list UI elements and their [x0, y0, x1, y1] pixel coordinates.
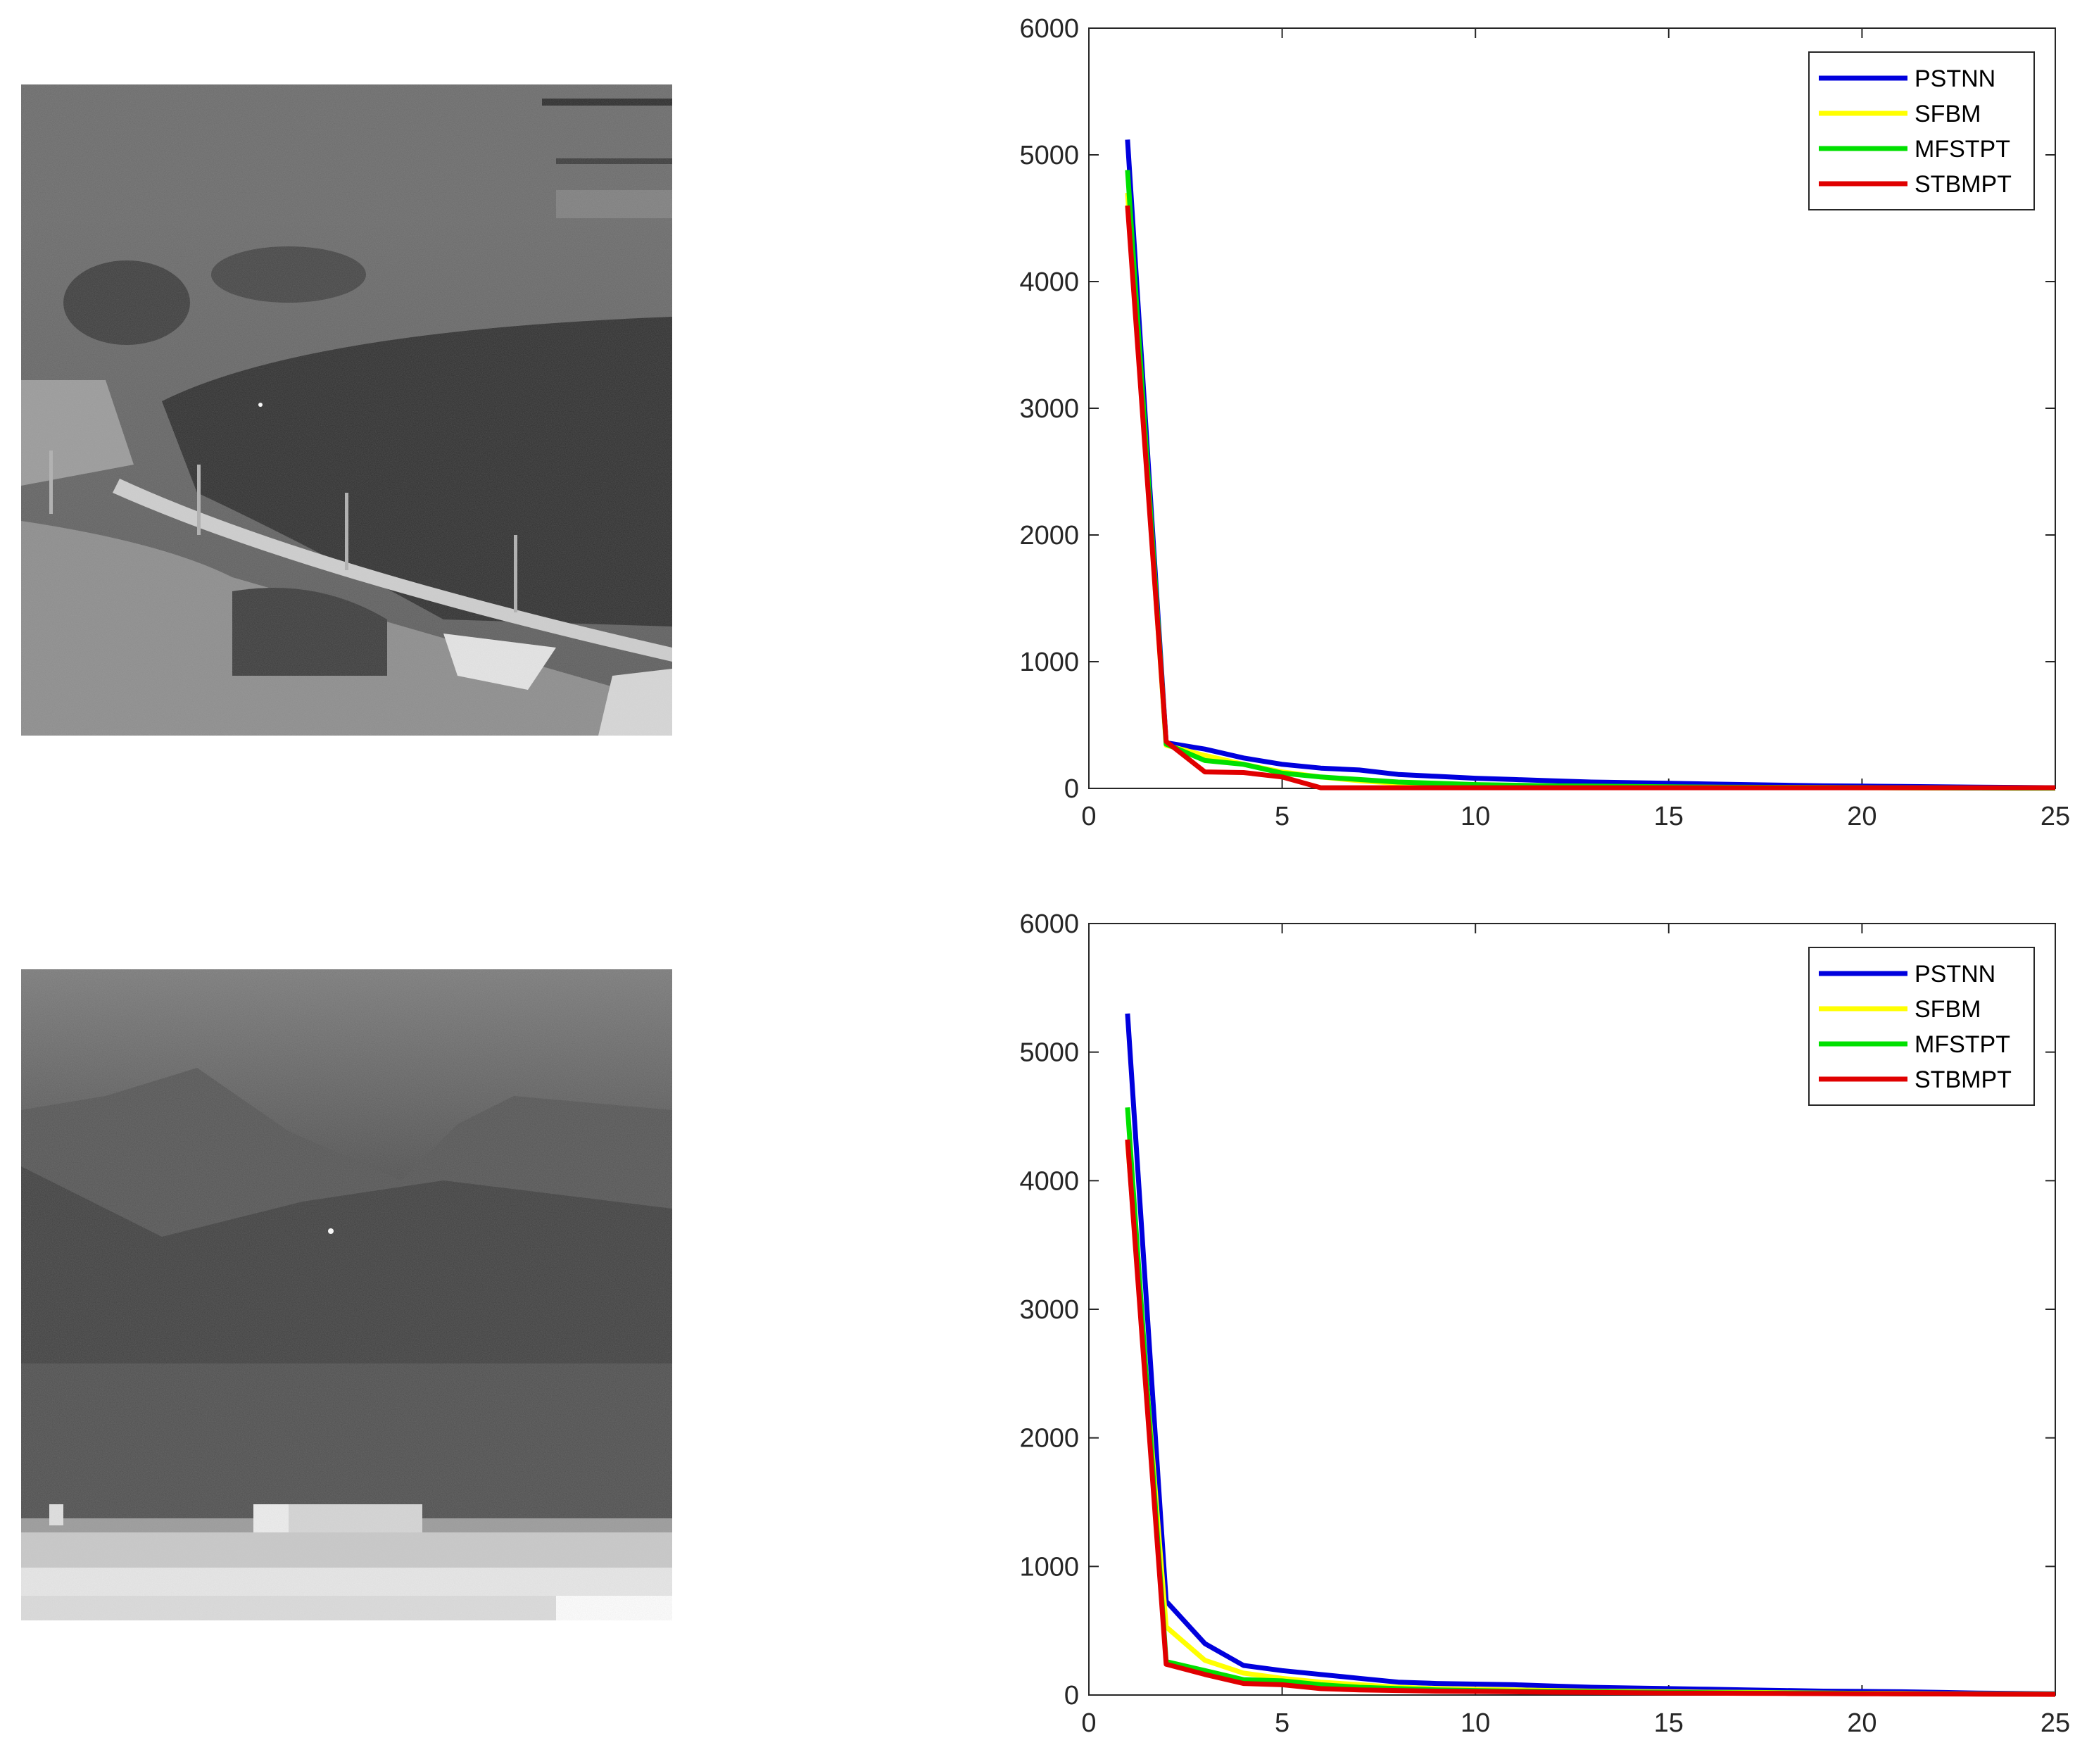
x-tick-label: 5	[1275, 802, 1289, 831]
y-tick-label: 6000	[1019, 14, 1079, 44]
series-line-stbmpt	[1125, 205, 2055, 790]
y-tick-label: 5000	[1019, 1038, 1079, 1068]
line-chart-top: 0 5 10 15 20 25 0 1000 2000 3000 4000 5000 6000 PSTNN…	[971, 0, 2094, 859]
x-tick-label: 0	[1081, 802, 1096, 831]
x-tick-label: 20	[1847, 1708, 1877, 1738]
infrared-image-bottom	[21, 969, 672, 1620]
x-tick-label: 15	[1654, 1708, 1684, 1738]
x-tick-label: 25	[2041, 802, 2070, 831]
line-chart-bottom: 0 5 10 15 20 25 0 1000 2000 3000 4000 5000 6000 PSTNN…	[971, 901, 2094, 1764]
x-tick-label: 10	[1461, 1708, 1490, 1738]
legend-label-pstnn: PSTNN	[1915, 961, 1995, 988]
y-tick-label: 3000	[1019, 394, 1079, 424]
y-tick-label: 3000	[1019, 1295, 1079, 1325]
legend-label-mfstpt: MFSTPT	[1915, 1031, 2010, 1058]
legend: PSTNN SFBM MFSTPT STBMPT	[1808, 947, 2035, 1106]
y-tick-label: 1000	[1019, 648, 1079, 677]
y-tick-label: 4000	[1019, 267, 1079, 297]
y-tick-label: 5000	[1019, 141, 1079, 170]
x-tick-label: 10	[1461, 802, 1490, 831]
x-tick-label: 5	[1275, 1708, 1289, 1738]
x-tick-label: 0	[1081, 1708, 1096, 1738]
legend-label-mfstpt: MFSTPT	[1915, 136, 2010, 163]
series-line-stbmpt	[1125, 1139, 2056, 1697]
y-tick-label: 1000	[1019, 1552, 1079, 1582]
legend-label-pstnn: PSTNN	[1915, 65, 1995, 92]
y-tick-label: 0	[1064, 774, 1079, 804]
line-chart-top-svg: 0 5 10 15 20 25 0 1000 2000 3000 4000 5000 6000 PSTNN…	[1019, 14, 2070, 831]
y-tick-label: 6000	[1019, 909, 1079, 939]
x-tick-label: 20	[1847, 802, 1877, 831]
y-tick-label: 2000	[1019, 521, 1079, 550]
x-tick-label: 25	[2041, 1708, 2070, 1738]
line-chart-bottom-svg: 0 5 10 15 20 25 0 1000 2000 3000 4000 5000 6000 PSTNN…	[1019, 909, 2070, 1738]
legend-label-sfbm: SFBM	[1915, 101, 1981, 127]
infrared-image-top-graphic	[21, 84, 672, 736]
y-tick-label: 2000	[1019, 1424, 1079, 1454]
x-tick-label: 15	[1654, 802, 1684, 831]
legend: PSTNN SFBM MFSTPT STBMPT	[1808, 51, 2035, 210]
infrared-image-top	[21, 84, 672, 736]
y-tick-label: 4000	[1019, 1166, 1079, 1196]
legend-label-sfbm: SFBM	[1915, 996, 1981, 1023]
infrared-image-bottom-graphic	[21, 969, 672, 1620]
legend-label-stbmpt: STBMPT	[1915, 171, 2012, 198]
y-tick-label: 0	[1064, 1681, 1079, 1711]
legend-label-stbmpt: STBMPT	[1915, 1066, 2012, 1093]
